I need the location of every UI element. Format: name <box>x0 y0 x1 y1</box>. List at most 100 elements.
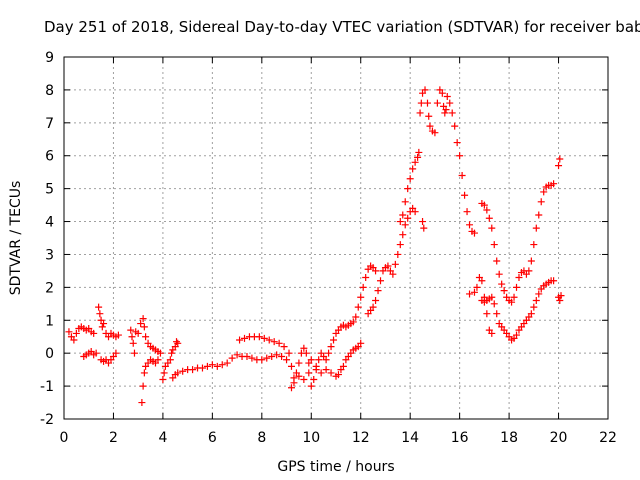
data-point <box>130 349 138 357</box>
data-point <box>223 359 231 367</box>
data-point <box>98 323 106 331</box>
data-point <box>466 221 474 229</box>
data-point <box>470 288 478 296</box>
data-point <box>485 214 493 222</box>
data-point <box>377 277 385 285</box>
plot-frame <box>63 56 609 420</box>
data-point <box>431 129 439 137</box>
data-point <box>466 290 474 298</box>
data-point <box>480 201 488 209</box>
y-axis-label: SDTVAR / TECUs <box>8 181 24 296</box>
x-tick-label: 22 <box>599 430 617 446</box>
data-point <box>488 329 496 337</box>
data-point <box>446 99 454 107</box>
x-tick-label: 2 <box>109 430 118 446</box>
data-point <box>411 208 419 216</box>
data-point <box>287 384 295 392</box>
data-point <box>290 374 298 382</box>
data-point <box>391 260 399 268</box>
data-point <box>233 351 241 359</box>
data-point <box>451 122 459 130</box>
data-point <box>325 349 333 357</box>
data-point <box>156 349 164 357</box>
data-point <box>300 376 308 384</box>
data-point <box>415 148 423 156</box>
y-tick-label: 8 <box>45 83 54 99</box>
data-point <box>174 339 182 347</box>
data-point <box>302 349 310 357</box>
data-point <box>530 241 538 249</box>
data-point <box>154 356 162 364</box>
data-point <box>114 331 122 339</box>
data-point <box>456 152 464 160</box>
data-point <box>483 206 491 214</box>
data-point <box>490 241 498 249</box>
data-point <box>315 356 323 364</box>
data-point <box>189 366 197 374</box>
data-point <box>396 218 404 226</box>
data-point <box>159 376 167 384</box>
y-tick-labels: -2 -1 0 1 2 3 4 5 6 7 8 9 <box>40 50 54 428</box>
data-point <box>285 349 293 357</box>
y-tick-label: 6 <box>45 149 54 165</box>
data-point <box>550 180 558 188</box>
data-point <box>409 165 417 173</box>
data-point <box>140 369 148 377</box>
data-point <box>396 241 404 249</box>
data-point <box>203 362 211 370</box>
data-point <box>243 352 251 360</box>
data-point <box>354 303 362 311</box>
data-point <box>137 320 145 328</box>
data-point <box>139 315 147 323</box>
data-point <box>95 303 103 311</box>
data-point <box>208 361 216 369</box>
data-point <box>556 155 564 163</box>
data-point <box>307 356 315 364</box>
data-point <box>470 229 478 237</box>
data-point <box>307 382 315 390</box>
data-point <box>160 369 168 377</box>
data-point <box>394 250 402 258</box>
data-point <box>513 331 521 339</box>
data-point <box>96 310 104 318</box>
y-tick-label: 1 <box>45 313 54 329</box>
data-point <box>498 280 506 288</box>
data-point <box>179 367 187 375</box>
data-point <box>420 224 428 232</box>
x-tick-label: 6 <box>208 430 217 446</box>
y-tick-label: 2 <box>45 280 54 296</box>
data-point <box>275 339 283 347</box>
data-point <box>174 369 182 377</box>
data-point <box>414 153 422 161</box>
x-tick-label: 18 <box>500 430 518 446</box>
data-point <box>241 334 249 342</box>
data-point <box>417 99 425 107</box>
data-point <box>555 162 563 170</box>
data-point <box>488 224 496 232</box>
data-point <box>65 328 73 336</box>
data-points <box>65 86 565 407</box>
data-point <box>458 171 466 179</box>
data-point <box>300 344 308 352</box>
data-point <box>273 351 281 359</box>
data-point <box>535 211 543 219</box>
data-point <box>463 208 471 216</box>
data-point <box>399 231 407 239</box>
data-point <box>140 323 148 331</box>
data-point <box>322 366 330 374</box>
data-point <box>112 349 120 357</box>
data-point <box>399 211 407 219</box>
data-point <box>218 361 226 369</box>
data-point <box>327 343 335 351</box>
data-point <box>270 338 278 346</box>
data-point <box>535 290 543 298</box>
data-point <box>260 334 268 342</box>
data-point <box>139 382 147 390</box>
x-tick-label: 20 <box>550 430 568 446</box>
data-point <box>425 112 433 120</box>
data-point <box>72 329 80 337</box>
data-point <box>537 198 545 206</box>
data-point <box>510 293 518 301</box>
data-point <box>500 287 508 295</box>
x-tick-label: 10 <box>302 430 320 446</box>
